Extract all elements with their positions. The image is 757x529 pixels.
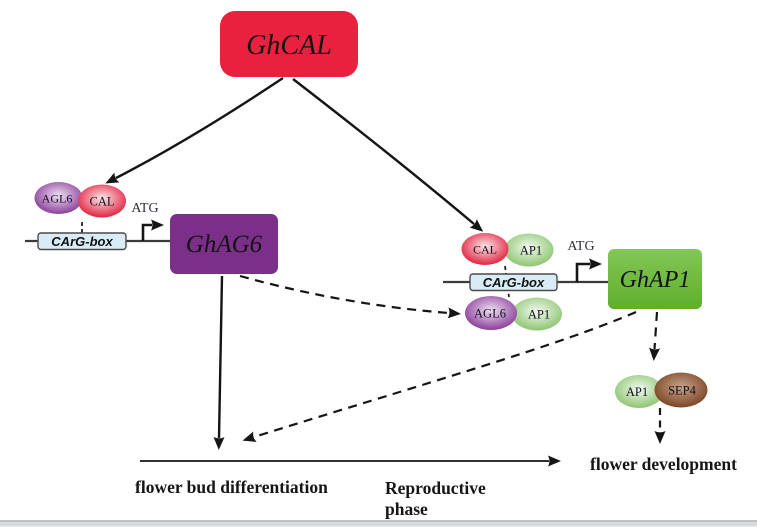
page-bottom-border-shadow xyxy=(0,522,757,527)
ap1-oval-upper xyxy=(504,233,554,267)
ap1-oval-pair xyxy=(615,375,663,408)
agl6-oval-lower xyxy=(465,296,517,330)
reproductive-phase-label-line2: phase xyxy=(385,499,428,519)
gene-box-ghap1: GhAP1 xyxy=(608,249,702,309)
carg-box-right xyxy=(469,273,558,292)
flower-bud-differentiation-label: flower bud differentiation xyxy=(135,477,328,497)
ghcal-label: GhCAL xyxy=(246,30,332,61)
protein-complex-agl6-ap1: AP1 AGL6 xyxy=(465,296,562,331)
dashed-arrow-ghap1-to-flower-bud xyxy=(242,310,637,442)
carg-box-right-label: CArG-box xyxy=(483,275,545,290)
ghag6-label: GhAG6 xyxy=(186,231,263,258)
cal-oval-right xyxy=(461,233,509,265)
arrow-ghcal-to-agl6cal-complex xyxy=(105,77,284,184)
arrow-ghcal-to-calap1-complex xyxy=(292,78,484,232)
dashed-arrow-ghap1-to-ap1sep4 xyxy=(649,311,661,361)
gene-box-ghcal: GhCAL xyxy=(220,11,358,77)
protein-complex-cal-ap1: AP1 CAL xyxy=(461,233,554,267)
sep4-oval xyxy=(654,372,708,408)
sep4-label: SEP4 xyxy=(668,384,697,398)
cal-label-left: CAL xyxy=(90,195,115,209)
agl6-oval-left xyxy=(34,182,83,214)
ghap1-label: GhAP1 xyxy=(620,267,691,293)
cal-label-right: CAL xyxy=(473,243,497,257)
arrow-ghag6-to-flower-bud xyxy=(213,275,225,450)
dashed-arrow-ghag6-to-agl6ap1-complex xyxy=(239,274,461,319)
protein-complex-agl6-cal: AGL6 CAL xyxy=(34,182,126,218)
cal-oval-left xyxy=(78,184,126,218)
ap1-label-pair: AP1 xyxy=(626,385,648,399)
carg-box-left xyxy=(37,232,127,251)
agl6-label-left: AGL6 xyxy=(42,192,73,206)
atg-label-right: ATG xyxy=(567,239,594,254)
transcription-start-arrow-left xyxy=(141,219,164,241)
carg-box-left-label: CArG-box xyxy=(51,234,113,249)
ghag6-box xyxy=(170,214,278,274)
ghcal-box xyxy=(220,11,358,77)
ap1-label-upper: AP1 xyxy=(520,244,542,258)
ap1-label-lower: AP1 xyxy=(528,308,550,322)
page-bottom-border xyxy=(0,520,757,523)
ghap1-box xyxy=(608,249,702,309)
atg-label-left: ATG xyxy=(131,201,158,216)
reproductive-phase-label-line1: Reproductive xyxy=(385,478,486,498)
ap1-oval-lower xyxy=(512,297,562,331)
protein-complex-ap1-sep4: AP1 SEP4 xyxy=(615,372,708,408)
flower-development-label: flower development xyxy=(590,454,737,474)
agl6-label-lower: AGL6 xyxy=(474,307,506,321)
gene-box-ghag6: GhAG6 xyxy=(170,214,278,274)
transcription-start-arrow-right xyxy=(575,258,602,282)
